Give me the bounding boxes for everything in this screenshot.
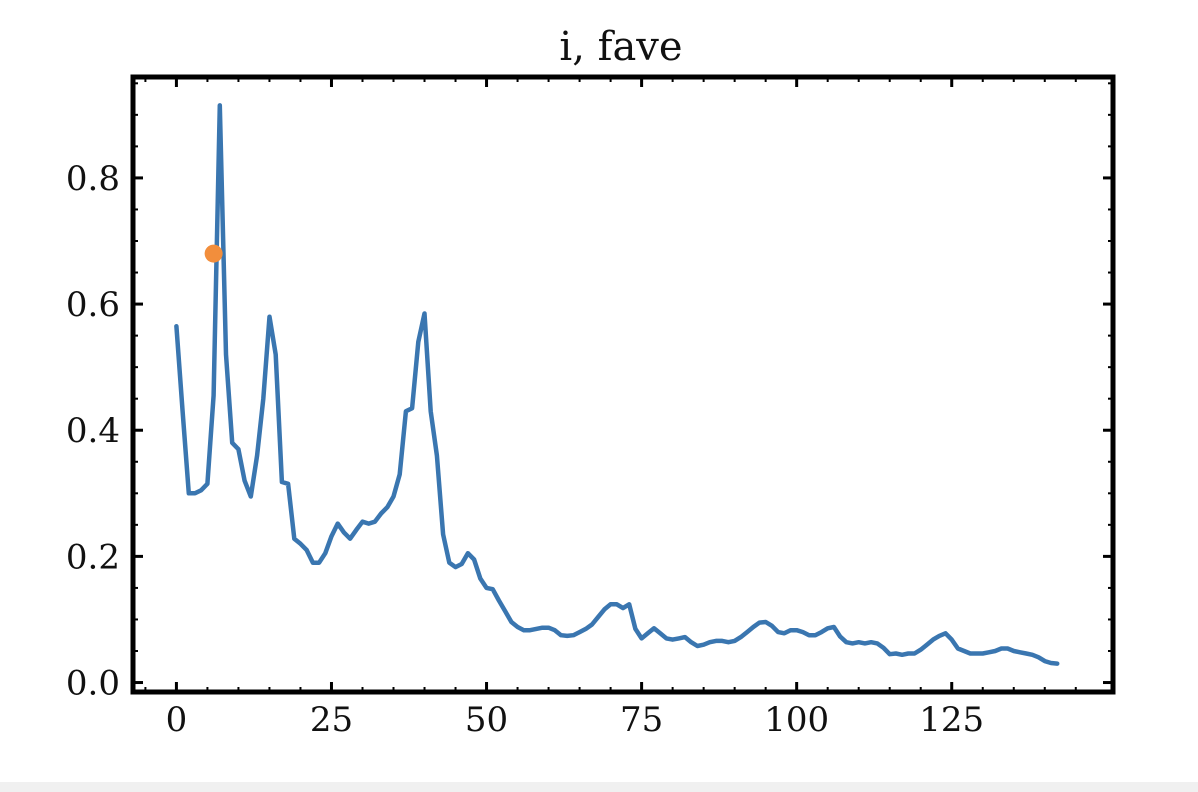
footer-strip bbox=[0, 782, 1198, 792]
y-tick-label: 0.4 bbox=[66, 411, 120, 451]
y-tick-label: 0.2 bbox=[66, 537, 120, 577]
y-tick-label: 0.0 bbox=[66, 664, 120, 704]
x-tick-label: 0 bbox=[166, 700, 188, 740]
data-series bbox=[174, 103, 1060, 666]
x-tick-label: 75 bbox=[620, 700, 663, 740]
axis-ticks bbox=[133, 77, 1113, 692]
y-tick-label: 0.6 bbox=[66, 285, 120, 325]
plot-frame bbox=[130, 74, 1116, 695]
highlight-marker bbox=[204, 244, 223, 263]
marker-point bbox=[204, 244, 223, 263]
x-tick-label: 50 bbox=[465, 700, 508, 740]
x-tick-label: 125 bbox=[919, 700, 984, 740]
x-tick-label: 25 bbox=[310, 700, 353, 740]
series-line bbox=[174, 103, 1060, 666]
axis-tick-labels: 0 25 50 75 100 125 0.0 0.2 0.4 0.6 0.8 bbox=[66, 159, 984, 740]
chart-title: i, fave bbox=[559, 24, 682, 70]
x-tick-label: 100 bbox=[764, 700, 829, 740]
y-tick-label: 0.8 bbox=[66, 159, 120, 199]
